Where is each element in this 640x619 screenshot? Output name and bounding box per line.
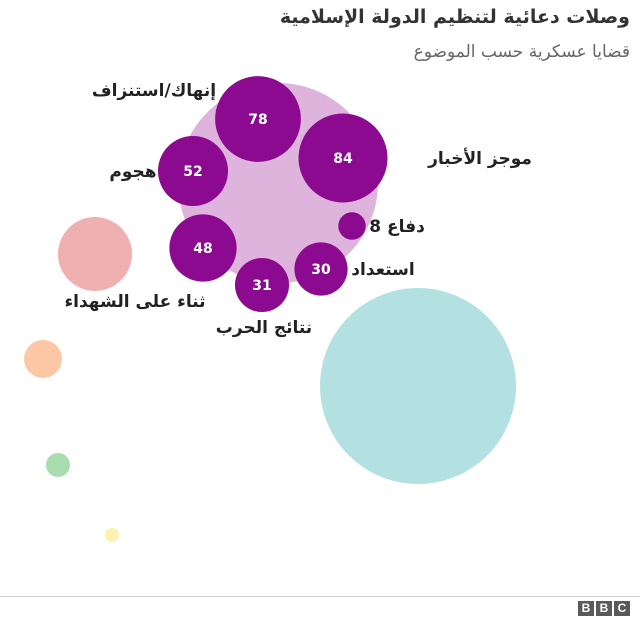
- category-label: استعداد: [351, 260, 414, 280]
- chart-subtitle: قضايا عسكرية حسب الموضوع: [413, 42, 630, 62]
- bubble-value-label: 84: [333, 151, 353, 167]
- bubble-value-label: 48: [193, 241, 212, 257]
- bubble-value-label: 30: [311, 262, 331, 278]
- footer-divider: [0, 596, 640, 597]
- topic-bubble: [320, 288, 516, 484]
- bubble-value-label: 78: [248, 112, 267, 128]
- data-bubble: [298, 113, 388, 203]
- category-label: موجز الأخبار: [427, 148, 532, 169]
- topic-bubble: [46, 453, 70, 477]
- bubble-value-label: 52: [183, 164, 202, 180]
- bbc-logo: B B C: [578, 601, 630, 616]
- data-bubble: [234, 257, 290, 313]
- data-bubble: [215, 76, 301, 162]
- category-label: نتائج الحرب: [216, 318, 312, 338]
- bbc-logo-letter-2: B: [596, 601, 612, 616]
- bbc-logo-letter-1: B: [578, 601, 594, 616]
- topic-bubble: [58, 217, 132, 291]
- data-bubble: [294, 242, 348, 296]
- topic-bubble: [24, 340, 62, 378]
- topic-bubble: [105, 528, 119, 542]
- category-label: هجوم: [109, 162, 156, 182]
- data-bubble: [157, 135, 229, 207]
- bbc-logo-letter-3: C: [614, 601, 630, 616]
- data-bubble: [338, 212, 366, 240]
- chart-title: وصلات دعائية لتنظيم الدولة الإسلامية: [279, 6, 630, 28]
- category-label: دفاع 8: [369, 217, 425, 237]
- data-bubble: [169, 214, 237, 282]
- category-label: ثناء على الشهداء: [64, 292, 205, 312]
- bubble-value-label: 31: [252, 278, 271, 294]
- category-label: إنهاك/استنزاف: [92, 81, 216, 101]
